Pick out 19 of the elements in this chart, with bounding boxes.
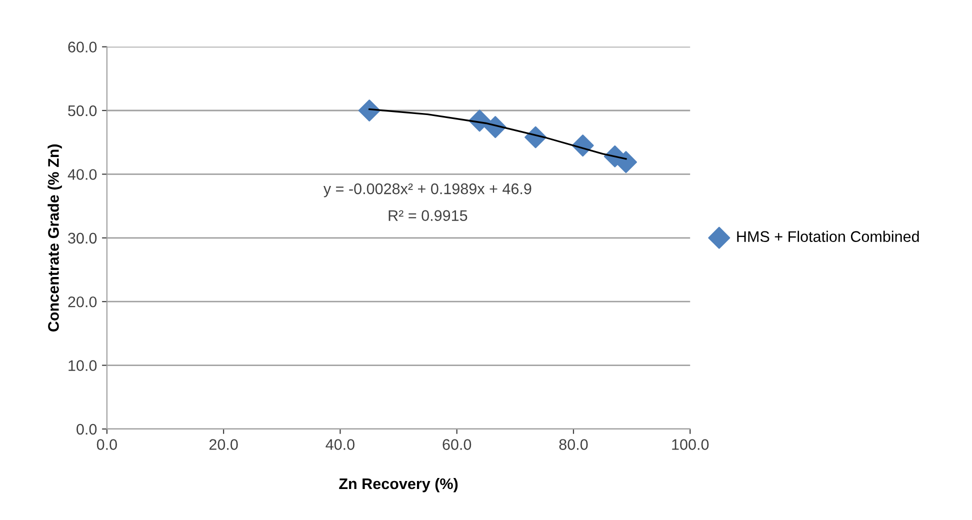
x-tick-label: 60.0 [442, 439, 472, 450]
y-axis-title: Concentrate Grade (% Zn) [48, 144, 62, 332]
x-axis-title: Zn Recovery (%) [339, 478, 458, 492]
x-tick-label: 100.0 [672, 439, 709, 450]
annotation: y = -0.0028x² + 0.1989x + 46.9 [323, 183, 532, 198]
y-tick-label: 50.0 [68, 105, 97, 116]
legend-label: HMS + Flotation Combined [737, 230, 919, 242]
y-tick-label: 40.0 [68, 169, 97, 180]
y-tick-label: 10.0 [68, 360, 97, 371]
y-tick-label: 60.0 [68, 42, 97, 52]
y-tick-label: 20.0 [68, 296, 97, 308]
x-tick-label: 0.0 [96, 439, 117, 450]
x-tick-label: 80.0 [559, 439, 588, 450]
y-tick-label: 30.0 [68, 232, 97, 244]
y-tick-label: 0.0 [76, 424, 97, 435]
point [358, 100, 380, 122]
x-tick-label: 40.0 [326, 439, 354, 450]
x-tick-label: 20.0 [209, 439, 238, 450]
annotation: R² = 0.9915 [388, 210, 468, 221]
